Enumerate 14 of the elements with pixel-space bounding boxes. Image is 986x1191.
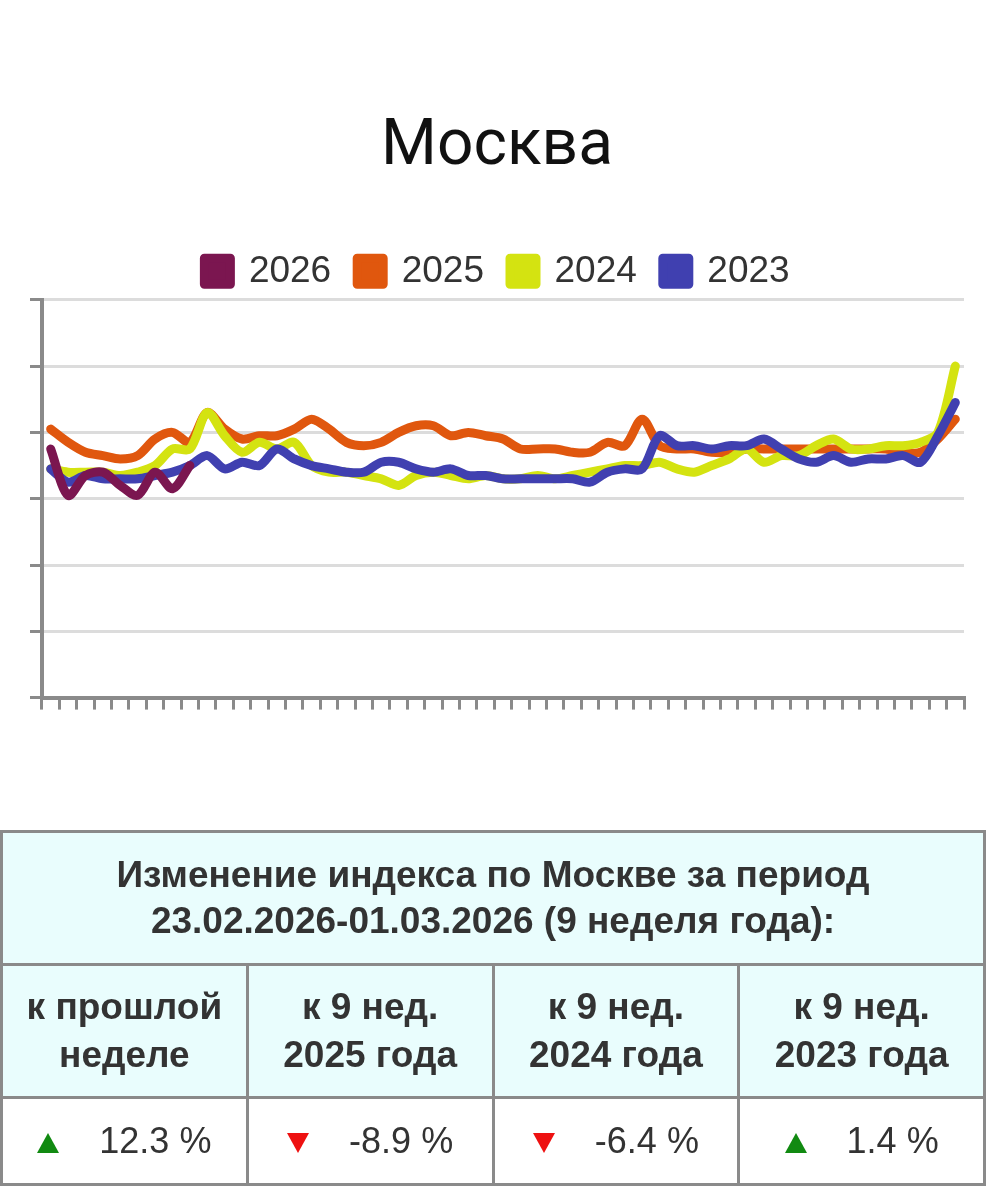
category-label: к прошлой неделе [1, 964, 248, 1098]
data-label: -6.4 % [594, 1120, 699, 1161]
legend-label: 2026 [248, 248, 332, 290]
category-label: к 9 нед. 2024 года [493, 964, 739, 1098]
chart-title: Москва [381, 105, 613, 181]
category-label: к 9 нед. 2023 года [738, 964, 985, 1098]
legend-label: 2025 [401, 248, 484, 290]
legend-label: 2024 [554, 248, 637, 290]
data-label: 12.3 % [99, 1120, 212, 1161]
category-label: к 9 нед. 2025 года [247, 964, 493, 1098]
text: Изменение индекса по Москве за период 23.02.2026-01.03.2026 (9 неделя года): [1, 831, 985, 965]
data-label: -8.9 % [349, 1120, 454, 1161]
legend-label: 2023 [707, 248, 790, 290]
data-label: 1.4 % [846, 1120, 939, 1161]
